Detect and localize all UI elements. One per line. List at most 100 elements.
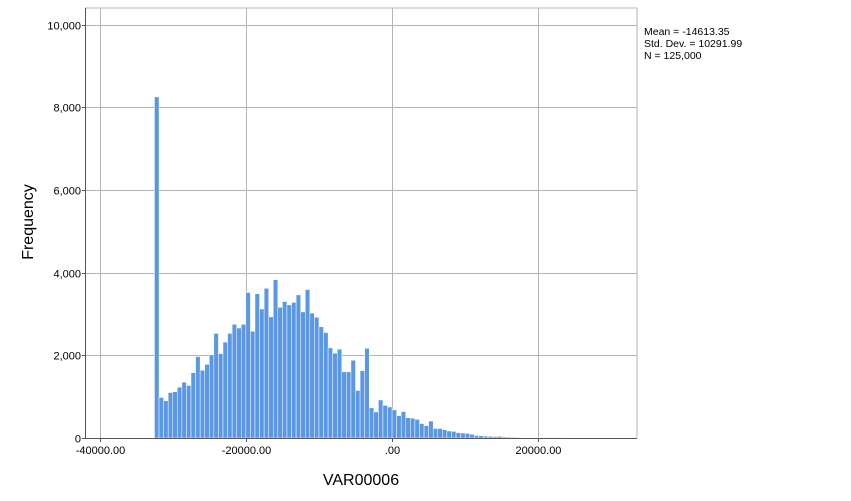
- histogram-bar: [204, 364, 210, 439]
- histogram-bar: [305, 289, 311, 439]
- histogram-bar: [291, 302, 297, 439]
- histogram-bar: [231, 324, 237, 439]
- histogram-bar: [318, 326, 324, 439]
- histogram-bars: [154, 96, 566, 439]
- histogram-bar: [259, 308, 265, 439]
- axes: [82, 8, 637, 442]
- histogram-bar: [428, 420, 434, 439]
- y-tick-label: 0: [75, 434, 81, 446]
- stat-mean: Mean = -14613.35: [644, 26, 730, 38]
- y-axis-title: Frequency: [20, 184, 37, 260]
- histogram-bar: [277, 307, 283, 439]
- histogram-bar: [487, 436, 493, 439]
- histogram-bar: [273, 279, 279, 439]
- histogram-bar: [241, 324, 247, 439]
- histogram-bar: [181, 381, 187, 439]
- histogram-bar: [446, 430, 452, 439]
- histogram-bar: [382, 405, 388, 439]
- grid-lines: [85, 7, 638, 438]
- histogram-bar: [368, 407, 375, 439]
- histogram-bar: [254, 293, 260, 439]
- histogram-bar: [158, 397, 164, 439]
- histogram-bar: [195, 356, 201, 439]
- histogram-bar: [336, 348, 343, 439]
- histogram-bar: [364, 348, 370, 439]
- y-tick-label: 4,000: [53, 269, 81, 281]
- histogram-bar: [510, 437, 516, 439]
- histogram-bar: [396, 415, 402, 439]
- x-tick-labels: -40000.00 -20000.00 .00 20000.00: [76, 445, 562, 457]
- histogram-bar: [419, 423, 425, 439]
- histogram-bar: [250, 331, 256, 439]
- histogram-bar: [199, 369, 205, 439]
- histogram-bar: [186, 385, 192, 439]
- x-tick-label: .00: [385, 445, 400, 457]
- histogram-bar: [163, 400, 169, 439]
- histogram-bar: [341, 371, 347, 439]
- histogram-bar: [359, 370, 365, 439]
- histogram-bar: [483, 435, 489, 439]
- histogram-bar: [423, 425, 429, 439]
- histogram-bar: [455, 432, 461, 439]
- histogram-bar: [154, 96, 160, 439]
- histogram-bar: [222, 341, 228, 439]
- histogram-bar: [167, 392, 173, 439]
- y-tick-label: 8,000: [53, 103, 81, 115]
- histogram-bar: [268, 316, 274, 439]
- histogram-bar: [218, 353, 224, 439]
- histogram-bar: [474, 435, 480, 439]
- histogram-bar: [314, 317, 320, 439]
- histogram-bar: [236, 327, 242, 439]
- histogram-bar: [332, 352, 338, 439]
- histogram-bar: [469, 434, 475, 439]
- histogram-bar: [496, 436, 502, 439]
- stat-std-dev: Std. Dev. = 10291.99: [644, 38, 743, 50]
- histogram-bar: [515, 437, 521, 439]
- histogram-bar: [378, 399, 384, 439]
- y-tick-label: 6,000: [53, 186, 81, 198]
- histogram-bar: [327, 347, 333, 439]
- histogram-bar: [286, 304, 292, 439]
- histogram-bar: [460, 432, 466, 439]
- histogram-bar: [442, 429, 448, 439]
- histogram-bar: [190, 372, 196, 439]
- stat-n: N = 125,000: [644, 50, 702, 62]
- histogram-bar: [405, 417, 411, 439]
- histogram-bar: [432, 428, 439, 439]
- histogram-bar: [464, 433, 471, 439]
- y-tick-label: 2,000: [53, 351, 81, 363]
- y-tick-labels: 0 2,000 4,000 6,000 8,000 10,000: [47, 21, 81, 446]
- histogram-bar: [263, 288, 269, 439]
- x-tick-label: -40000.00: [76, 445, 126, 457]
- histogram-bar: [295, 294, 301, 439]
- histogram-bar: [209, 354, 215, 439]
- y-tick-label: 10,000: [47, 21, 81, 33]
- histogram-bar: [350, 360, 356, 439]
- x-tick-label: -20000.00: [222, 445, 272, 457]
- histogram-bar: [437, 428, 443, 439]
- histogram-bar: [323, 332, 329, 439]
- histogram-bar: [400, 411, 407, 439]
- histogram-bar: [282, 301, 288, 439]
- histogram-bar: [492, 436, 498, 439]
- histogram-bar: [414, 419, 420, 439]
- histogram-bar: [451, 431, 457, 439]
- statistics-box: Mean = -14613.35 Std. Dev. = 10291.99 N …: [644, 26, 742, 62]
- histogram-bar: [355, 390, 361, 439]
- histogram-bar: [387, 406, 393, 439]
- histogram-bar: [177, 386, 183, 439]
- histogram-bar: [309, 312, 315, 439]
- x-axis-title: VAR00006: [323, 472, 399, 489]
- histogram-bar: [245, 292, 251, 439]
- histogram-bar: [391, 409, 397, 439]
- histogram-bar: [227, 333, 233, 439]
- histogram-bar: [300, 311, 306, 439]
- histogram-bar: [172, 391, 178, 439]
- x-tick-label: 20000.00: [516, 445, 562, 457]
- histogram-bar: [213, 333, 219, 439]
- histogram-bar: [501, 436, 507, 439]
- histogram-bar: [346, 371, 352, 439]
- histogram-bar: [478, 435, 484, 439]
- histogram-bar: [373, 411, 379, 439]
